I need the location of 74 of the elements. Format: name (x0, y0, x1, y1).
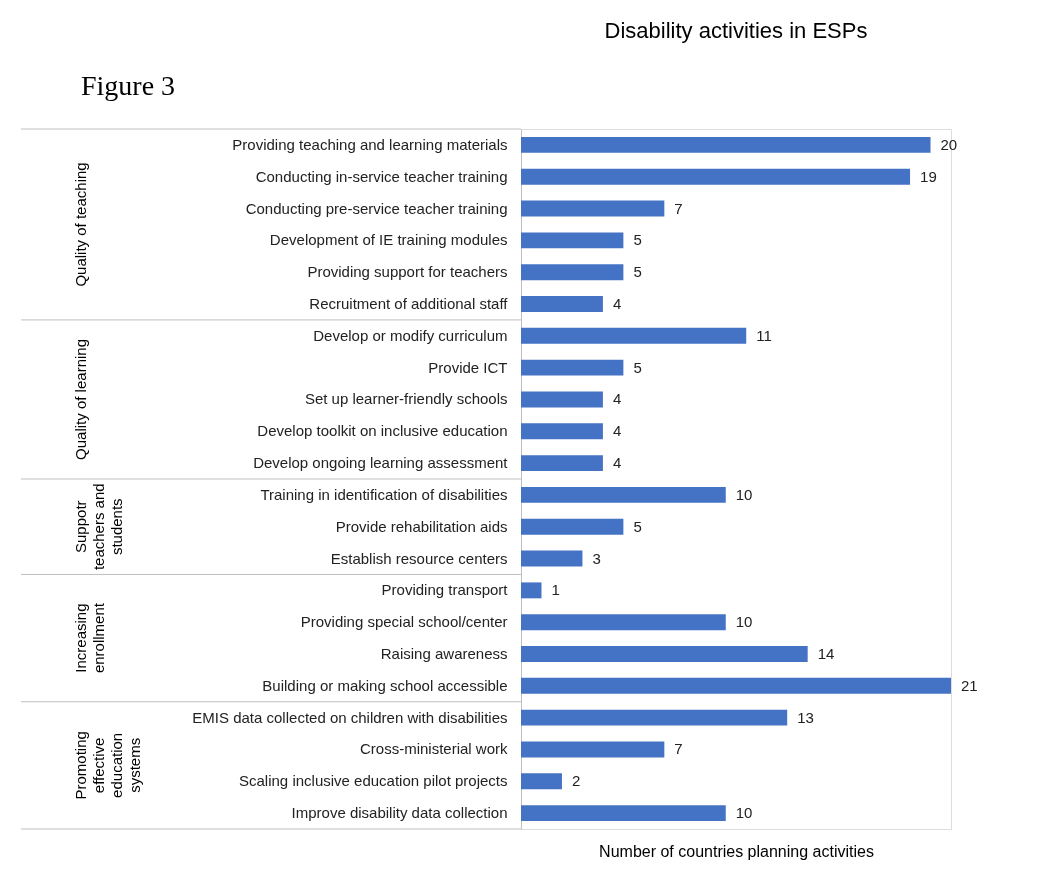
y-tick-label: Recruitment of additional staff (309, 295, 509, 312)
data-label: 4 (612, 295, 622, 312)
text: Increasing enrollment (72, 602, 107, 674)
bar (521, 518, 624, 535)
bar (521, 359, 624, 376)
y-tick-label: Training in identification of disabilities (260, 485, 508, 503)
bar (521, 582, 542, 599)
y-tick-label: Develop toolkit on inclusive education (257, 422, 508, 440)
bar (521, 805, 726, 822)
y-tick-label: Develop ongoing learning assessment (253, 454, 509, 472)
y-tick-label: Establish resource centers (330, 549, 508, 567)
data-label: 5 (633, 358, 642, 376)
y-tick-label: Providing teaching and learning materials (232, 135, 508, 153)
bar (521, 614, 726, 631)
y-tick-label: Scaling inclusive education pilot projects (239, 772, 508, 790)
x-axis-title: Number of countries planning activities (599, 842, 874, 860)
y-tick-label: Provide rehabilitation aids (335, 517, 508, 535)
data-label: 7 (674, 740, 683, 758)
y-tick-label: Providing support for teachers (307, 263, 508, 281)
data-label: 1 (551, 581, 560, 599)
y-tick-label: Conducting in-service teacher training (255, 167, 508, 185)
bar (521, 677, 951, 694)
text: Suppotr teachers and students (72, 483, 125, 571)
data-label: 13 (797, 708, 814, 726)
text: Quality of teaching (72, 162, 89, 287)
bar (521, 423, 603, 440)
data-label: 19 (920, 167, 937, 185)
y-tick-label: Providing transport (381, 581, 509, 599)
data-label: 7 (674, 199, 683, 217)
y-tick-label: Develop or modify curriculum (313, 326, 508, 344)
data-label: 14 (817, 645, 835, 662)
bar (521, 296, 603, 312)
bar (521, 200, 665, 217)
bar (521, 455, 603, 472)
bar (521, 264, 624, 281)
bar (521, 136, 931, 153)
data-label: 10 (735, 485, 753, 503)
y-tick-label: Cross-ministerial work (359, 740, 508, 758)
data-label: 2 (571, 772, 581, 790)
data-label: 20 (940, 135, 958, 153)
y-tick-label: Building or making school accessible (262, 676, 508, 694)
data-label: 4 (612, 454, 622, 472)
bar (521, 773, 562, 790)
bar (521, 391, 603, 408)
y-tick-label: Improve disability data collection (291, 804, 508, 822)
data-label: 4 (612, 390, 622, 408)
bar (521, 486, 726, 503)
data-label: 10 (735, 613, 753, 631)
y-tick-label: Raising awareness (380, 645, 508, 662)
y-tick-label: Set up learner-friendly schools (304, 390, 508, 408)
data-label: 5 (633, 263, 642, 281)
bar (521, 168, 911, 185)
bar (521, 709, 788, 726)
data-label: 5 (633, 517, 642, 535)
bar (521, 550, 583, 567)
y-tick-label: Development of IE training modules (269, 231, 508, 249)
y-tick-label: Conducting pre-service teacher training (245, 199, 508, 217)
bar (521, 232, 624, 249)
bar (521, 327, 747, 344)
bar (521, 646, 808, 662)
y-tick-label: Provide ICT (428, 358, 508, 376)
y-tick-label: EMIS data collected on children with disabilities (192, 708, 508, 726)
bar (521, 741, 665, 758)
data-label: 11 (756, 326, 772, 344)
data-label: 4 (612, 422, 622, 440)
data-label: 10 (735, 804, 753, 822)
text: Quality of learning (72, 339, 89, 460)
chart-title: Disability activities in ESPs (604, 18, 868, 43)
y-tick-label: Providing special school/center (300, 613, 508, 631)
data-label: 5 (633, 231, 642, 249)
data-label: 3 (592, 549, 601, 567)
data-label: 21 (961, 676, 978, 694)
caption: Figure 3 (81, 70, 176, 101)
text: Promoting effective education systems (72, 731, 143, 800)
